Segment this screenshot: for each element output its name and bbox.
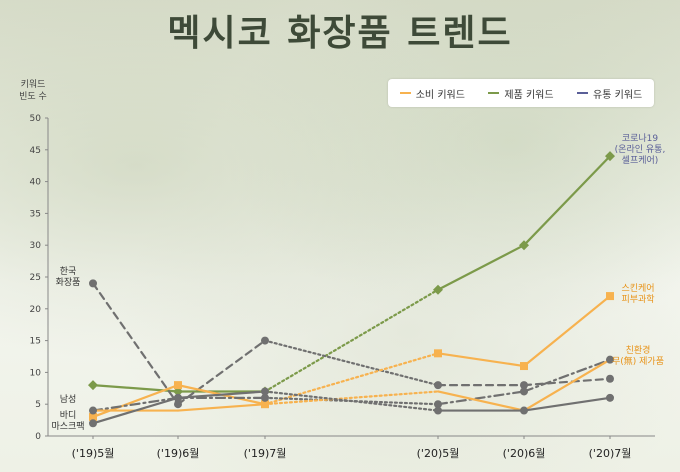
annotation-label: 한국: [60, 266, 77, 277]
series-line-skincare-dermo: [436, 352, 526, 368]
series-line-men: [522, 358, 612, 412]
point-eco-free: [606, 355, 614, 364]
y-tick-label: 50: [30, 114, 42, 124]
y-tick-label: 15: [30, 337, 41, 347]
point-corona19: [605, 151, 615, 162]
annotation-label: 바디: [60, 410, 77, 421]
y-tick-label: 35: [30, 209, 41, 219]
annotation-label: 셀프케어): [622, 155, 659, 166]
point-korea-cosmetics: [174, 400, 182, 409]
annotation-label: 피부과학: [621, 294, 654, 305]
point-skincare-dermo: [606, 292, 614, 301]
y-tick-label: 25: [30, 273, 41, 283]
legend: 소비 키워드 제품 키워드 유통 키워드: [388, 79, 654, 107]
legend-swatch-consumer: [399, 92, 411, 94]
series-line-korea-cosmetics: [91, 282, 180, 406]
point-body: [89, 419, 97, 428]
legend-label-product: 제품 키워드: [504, 89, 554, 101]
point-eco-free: [261, 393, 269, 402]
series-line-eco-free: [91, 396, 180, 412]
legend-swatch-distribution: [577, 92, 589, 94]
point-corona19: [433, 284, 443, 295]
legend-swatch-product: [488, 92, 500, 94]
point-corona19: [519, 240, 529, 251]
annotation-label: 친환경: [626, 344, 651, 356]
series-line-men: [436, 390, 526, 412]
point-eco-free: [520, 387, 528, 396]
series-line-eco-free: [436, 390, 526, 406]
y-tick-label: 5: [35, 400, 41, 410]
point-skincare-dermo: [174, 381, 182, 390]
annotation-label: 마스크팩: [51, 421, 84, 432]
series-line-korea-cosmetics: [176, 339, 267, 406]
series-line-corona19: [436, 244, 526, 291]
point-body: [606, 393, 614, 402]
legend-item-product: 제품 키워드: [488, 86, 554, 101]
annotation-label: 무(無) 제가품: [612, 355, 664, 367]
point-eco-free: [434, 400, 442, 409]
point-korea-cosmetics: [520, 381, 528, 390]
series-line-men: [263, 390, 440, 406]
y-tick-label: 20: [30, 305, 42, 315]
point-korea-cosmetics: [89, 279, 97, 288]
point-skincare-dermo: [261, 400, 269, 409]
series-line-skincare-dermo: [522, 294, 612, 368]
x-tick-label: ('20)7월: [589, 447, 632, 460]
point-korea-cosmetics: [606, 374, 614, 383]
x-tick-label: ('19)6월: [157, 447, 200, 460]
y-axis-label: 빈도 수: [19, 91, 47, 102]
annotation-label: 남성: [60, 394, 77, 405]
legend-label-consumer: 소비 키워드: [415, 89, 465, 101]
point-body: [434, 406, 442, 415]
x-tick-label: ('20)5월: [417, 447, 460, 460]
series-line-body: [91, 396, 180, 425]
legend-item-distribution: 유통 키워드: [577, 86, 642, 101]
y-tick-label: 0: [35, 432, 41, 442]
point-korea-cosmetics: [434, 381, 442, 390]
chart-title: 멕시코 화장품 트렌드: [167, 13, 513, 54]
point-skincare-dermo: [520, 362, 528, 371]
annotation-label: 화장품: [56, 277, 81, 288]
series-line-eco-free: [522, 358, 612, 393]
y-axis-label: 키워드: [21, 79, 46, 90]
legend-item-consumer: 소비 키워드: [399, 86, 465, 101]
point-body: [174, 393, 182, 402]
series-line-body: [176, 390, 267, 399]
series-line-korea-cosmetics: [522, 377, 612, 387]
y-tick-label: 45: [30, 146, 41, 156]
x-tick-label: ('19)5월: [72, 447, 115, 460]
series-line-body: [263, 390, 440, 412]
annotation-label: 스킨케어: [621, 283, 654, 294]
legend-label-distribution: 유통 키워드: [593, 89, 643, 101]
x-tick-label: ('19)7월: [244, 447, 287, 460]
series-line-body: [522, 396, 612, 412]
point-body: [520, 406, 528, 415]
point-skincare-dermo: [89, 412, 97, 421]
series-line-corona19: [263, 288, 440, 393]
y-tick-label: 40: [30, 178, 42, 188]
point-body: [261, 387, 269, 396]
point-eco-free: [89, 406, 97, 415]
y-tick-label: 30: [30, 241, 42, 251]
annotation-label: (온라인 유통,: [615, 144, 666, 155]
series-line-skincare-dermo: [263, 352, 440, 406]
series-line-corona19: [522, 155, 612, 247]
point-korea-cosmetics: [261, 336, 269, 345]
x-tick-label: ('20)6월: [503, 447, 546, 460]
point-corona19: [88, 380, 98, 391]
y-tick-label: 10: [30, 368, 42, 378]
series-line-men: [176, 403, 267, 412]
point-skincare-dermo: [434, 349, 442, 358]
series-line-korea-cosmetics: [263, 339, 440, 387]
annotation-label: 코로나19: [622, 133, 659, 144]
